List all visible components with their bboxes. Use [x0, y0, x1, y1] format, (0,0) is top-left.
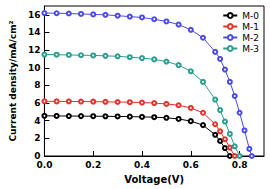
svg-text:6: 6: [34, 98, 40, 108]
svg-text:8: 8: [34, 80, 40, 90]
svg-text:M-1: M-1: [242, 22, 259, 32]
svg-text:Voltage(V): Voltage(V): [124, 174, 184, 185]
svg-text:14: 14: [28, 27, 41, 37]
svg-text:12: 12: [28, 45, 41, 55]
svg-text:M-2: M-2: [242, 33, 259, 43]
svg-text:0: 0: [34, 151, 41, 161]
svg-text:M-3: M-3: [242, 44, 259, 54]
svg-text:2: 2: [34, 133, 40, 143]
svg-text:Current density/mA/cm²: Current density/mA/cm²: [8, 20, 18, 141]
svg-text:0.2: 0.2: [85, 160, 101, 170]
svg-text:0.6: 0.6: [183, 160, 199, 170]
svg-text:16: 16: [28, 10, 41, 20]
svg-text:0.0: 0.0: [36, 160, 52, 170]
svg-text:0.8: 0.8: [232, 160, 248, 170]
svg-text:M-0: M-0: [242, 11, 259, 21]
svg-text:10: 10: [28, 63, 41, 73]
svg-text:0.4: 0.4: [134, 160, 150, 170]
svg-text:4: 4: [34, 116, 40, 126]
